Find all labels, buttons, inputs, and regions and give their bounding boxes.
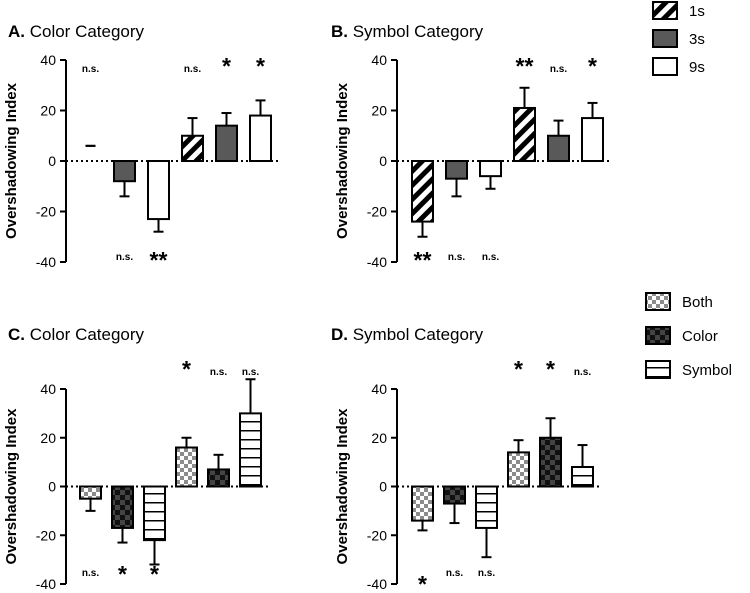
legend-swatch-3s <box>652 29 678 48</box>
significance-label: n.s. <box>242 367 259 378</box>
significance-label: * <box>588 53 597 79</box>
bar-9s <box>479 160 502 178</box>
y-tick-label: 20 <box>371 430 387 446</box>
panel-1: A. Color Category Overshadowing Index 40 20… <box>3 22 279 273</box>
significance-label: n.s. <box>82 64 99 75</box>
y-tick-label: -40 <box>36 576 56 592</box>
y-tick-label: -40 <box>367 254 387 270</box>
bar-3s <box>113 160 136 183</box>
significance-label: n.s. <box>482 252 499 263</box>
y-tick-label: -20 <box>36 527 56 543</box>
y-tick-label: 20 <box>40 103 56 119</box>
significance-label: n.s. <box>116 252 133 263</box>
significance-label: ** <box>150 247 168 273</box>
y-tick-label: -40 <box>36 254 56 270</box>
panel-3: C. Color Category Overshadowing Index 40 20… <box>3 325 269 592</box>
y-axis-label: Overshadowing Index <box>334 82 351 239</box>
significance-label: * <box>182 356 191 382</box>
legend-swatch-Symbol <box>645 360 671 379</box>
bar-1s <box>411 160 434 223</box>
significance-label: n.s. <box>550 64 567 75</box>
bar-9s <box>581 117 604 162</box>
bar-Color <box>207 468 230 488</box>
y-tick-label: 40 <box>40 381 56 397</box>
y-tick-label: 0 <box>379 153 387 169</box>
bar-Both <box>175 446 198 488</box>
bar-9s <box>249 114 272 163</box>
y-tick-label: 0 <box>48 153 56 169</box>
y-axis-label: Overshadowing Index <box>334 408 351 565</box>
y-tick-label: 40 <box>40 52 56 68</box>
legend-label: Both <box>682 294 713 311</box>
significance-label: * <box>222 53 231 79</box>
y-tick-label: -40 <box>367 576 387 592</box>
bar-3s <box>445 160 468 180</box>
legend-duration: 1s 3s 9s <box>652 1 705 76</box>
legend-swatch-Both <box>645 292 671 311</box>
y-axis-label: Overshadowing Index <box>3 408 20 565</box>
legend-label: 3s <box>689 31 705 48</box>
legend-label: 1s <box>689 3 705 20</box>
legend-swatch-Color <box>645 326 671 345</box>
significance-label: n.s. <box>478 568 495 579</box>
significance-label: * <box>546 356 555 382</box>
bar-Symbol <box>571 466 594 488</box>
y-tick-label: 40 <box>371 52 387 68</box>
bar-Symbol <box>475 485 498 529</box>
significance-label: n.s. <box>82 568 99 579</box>
bar-Color <box>539 436 562 488</box>
significance-label: * <box>418 571 427 593</box>
bar-Both <box>411 485 434 522</box>
y-tick-label: 0 <box>379 479 387 495</box>
y-tick-label: 20 <box>371 103 387 119</box>
bar-9s <box>147 160 170 221</box>
panel-title: D. Symbol Category <box>331 325 484 344</box>
legend-category: Both Color Symbol <box>645 292 732 379</box>
significance-label: n.s. <box>184 64 201 75</box>
panel-title: A. Color Category <box>8 22 145 41</box>
bar-Color <box>111 485 134 529</box>
significance-label: ** <box>516 53 534 79</box>
legend-swatch-1s <box>652 1 678 20</box>
legend-label: 9s <box>689 59 705 76</box>
significance-label: n.s. <box>446 568 463 579</box>
bar-3s <box>547 134 570 162</box>
significance-label: * <box>514 356 523 382</box>
significance-label: ** <box>414 247 432 273</box>
legend-swatch-9s <box>652 57 678 76</box>
y-tick-label: -20 <box>367 527 387 543</box>
bar-3s <box>215 124 238 162</box>
legend-label: Symbol <box>682 362 732 379</box>
panel-title: B. Symbol Category <box>331 22 484 41</box>
significance-label: * <box>150 561 159 587</box>
significance-label: n.s. <box>574 367 591 378</box>
significance-label: n.s. <box>448 252 465 263</box>
y-tick-label: 0 <box>48 479 56 495</box>
panel-4: D. Symbol Category Overshadowing Index 40 2… <box>331 325 601 593</box>
bar-Both <box>507 451 530 488</box>
bar-1s <box>513 106 536 162</box>
significance-label: * <box>118 561 127 587</box>
significance-label: * <box>256 53 265 79</box>
y-axis-label: Overshadowing Index <box>3 82 20 239</box>
bar-Color <box>443 485 466 505</box>
bar-1s <box>181 134 204 162</box>
y-tick-label: -20 <box>36 204 56 220</box>
bar-Both <box>79 485 102 500</box>
y-tick-label: 40 <box>371 381 387 397</box>
bar-Symbol <box>143 485 166 542</box>
bar-Symbol <box>239 412 262 488</box>
panel-2: B. Symbol Category Overshadowing Index 40 2… <box>331 22 611 273</box>
legend-label: Color <box>682 328 718 345</box>
panel-title: C. Color Category <box>8 325 145 344</box>
significance-label: n.s. <box>210 367 227 378</box>
y-tick-label: 20 <box>40 430 56 446</box>
y-tick-label: -20 <box>367 204 387 220</box>
